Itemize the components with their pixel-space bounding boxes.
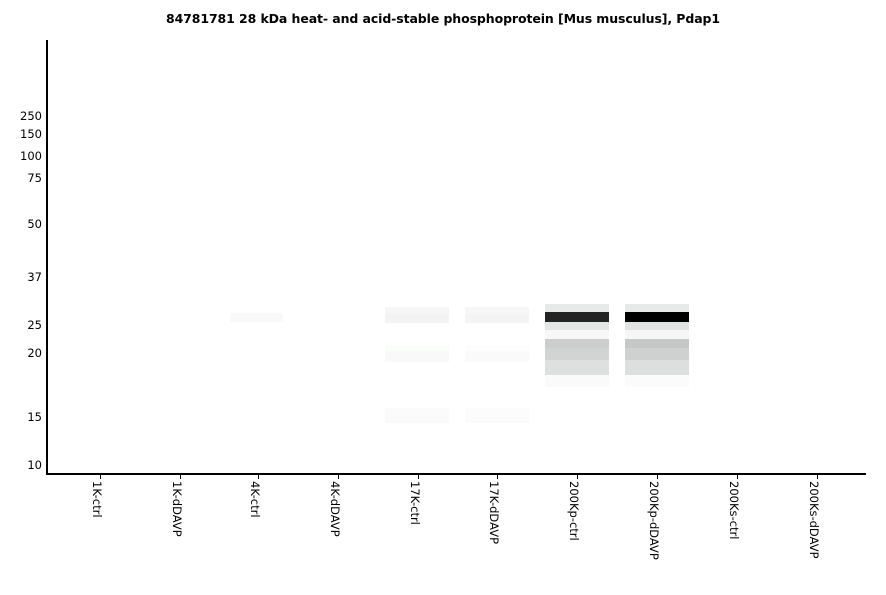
blot-band: [465, 344, 529, 352]
x-axis-tick-label: 1K-dDAVP: [170, 481, 184, 537]
blot-lane: [465, 40, 529, 473]
blot-band: [625, 304, 689, 313]
blot-band: [465, 313, 529, 324]
y-axis-line: [46, 40, 48, 475]
blot-band: [625, 322, 689, 331]
blot-band: [545, 348, 609, 360]
x-axis-tick-mark: [577, 475, 578, 479]
blot-band: [625, 348, 689, 360]
blot-lane: [385, 40, 449, 473]
x-axis-tick-label: 17K-ctrl: [408, 481, 422, 525]
y-axis-tick-label: 100: [20, 149, 42, 163]
x-axis-tick-mark: [100, 475, 101, 479]
y-axis-tick-label: 250: [20, 109, 42, 123]
blot-band: [385, 408, 449, 418]
blot-lane: [625, 40, 689, 473]
x-axis-line: [46, 473, 866, 475]
x-axis-tick-mark: [180, 475, 181, 479]
x-axis-tick-label: 200Ks-ctrl: [727, 481, 741, 540]
y-axis-tick-label: 25: [27, 318, 42, 332]
blot-band: [545, 312, 609, 323]
blot-band: [545, 338, 609, 349]
x-axis-tick-mark: [737, 475, 738, 479]
blot-plot-area: [48, 40, 866, 473]
x-axis-tick-label: 1K-ctrl: [90, 481, 104, 518]
blot-band: [625, 312, 689, 323]
blot-band: [465, 408, 529, 418]
x-axis-tick-mark: [418, 475, 419, 479]
blot-band: [465, 306, 529, 314]
y-axis-tick-label: 37: [27, 270, 42, 284]
blot-band: [545, 322, 609, 331]
blot-band: [625, 375, 689, 387]
y-axis-tick-label: 75: [27, 171, 42, 185]
blot-band: [465, 351, 529, 363]
blot-band: [385, 351, 449, 363]
x-axis-tick-label: 200Kp-dDAVP: [647, 481, 661, 560]
x-axis-tick-mark: [817, 475, 818, 479]
blot-lane: [230, 40, 283, 473]
x-axis-tick-mark: [338, 475, 339, 479]
y-axis-tick-label: 150: [20, 127, 42, 141]
blot-band: [545, 330, 609, 339]
x-axis-tick-mark: [258, 475, 259, 479]
y-axis-tick-label: 15: [27, 410, 42, 424]
blot-band: [385, 417, 449, 424]
y-axis-tick-label: 50: [27, 217, 42, 231]
x-axis-tick-label: 17K-dDAVP: [487, 481, 501, 545]
chart-title: 84781781 28 kDa heat- and acid-stable ph…: [165, 11, 721, 26]
blot-band: [385, 313, 449, 324]
x-axis-tick-label: 4K-ctrl: [248, 481, 262, 518]
blot-band: [625, 330, 689, 339]
blot-band: [545, 375, 609, 387]
y-axis-tick-labels: 250 150 100 75 50 37 25 20 15 10: [0, 0, 42, 595]
blot-band: [545, 359, 609, 376]
x-axis-tick-label: 200Kp-ctrl: [567, 481, 581, 541]
blot-band: [385, 306, 449, 314]
blot-lane: [545, 40, 609, 473]
x-axis-tick-label: 4K-dDAVP: [328, 481, 342, 537]
blot-band: [230, 313, 283, 323]
blot-band: [625, 359, 689, 376]
blot-band: [625, 338, 689, 349]
x-axis-tick-mark: [657, 475, 658, 479]
y-axis-tick-label: 10: [27, 458, 42, 472]
y-axis-tick-label: 20: [27, 346, 42, 360]
x-axis-tick-mark: [497, 475, 498, 479]
blot-band: [385, 344, 449, 352]
blot-band: [545, 304, 609, 313]
blot-band: [465, 417, 529, 424]
x-axis-tick-label: 200Ks-dDAVP: [807, 481, 821, 559]
